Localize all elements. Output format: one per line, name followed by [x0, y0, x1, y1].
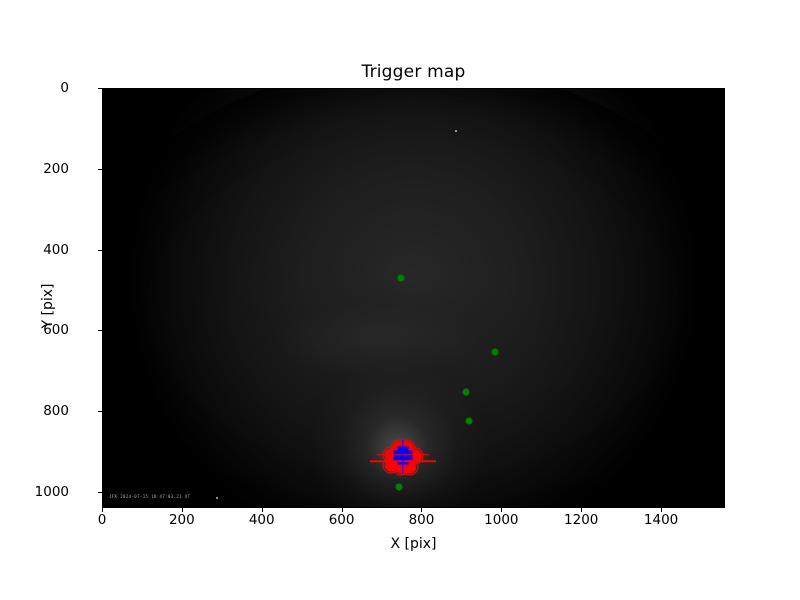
x-axis-tick — [421, 508, 423, 512]
y-axis-label: Y [pix] — [40, 283, 56, 329]
trigger-point-green — [465, 417, 473, 425]
fit-guide-line-vertical — [402, 440, 404, 475]
trigger-point-green — [397, 274, 405, 282]
y-axis-tick — [98, 491, 102, 493]
y-axis-tick — [98, 411, 102, 413]
y-axis-tick-label: 800 — [43, 403, 69, 420]
y-axis-tick-label: 600 — [43, 322, 69, 339]
y-axis-tick-label: 200 — [43, 160, 69, 177]
x-axis-tick — [501, 508, 503, 512]
x-axis-tick — [661, 508, 663, 512]
x-axis-tick — [102, 508, 103, 512]
y-axis-tick — [98, 249, 102, 251]
x-axis-tick-label: 600 — [328, 512, 355, 528]
cluster-centroid-square — [401, 450, 412, 462]
plot-axes: JFK 2024-07-15 18:47:03.21 UT — [102, 88, 725, 508]
x-axis-tick-label: 200 — [168, 512, 195, 528]
x-axis-tick-label: 0 — [97, 512, 107, 528]
x-axis-tick-label: 800 — [408, 512, 435, 528]
camera-timestamp-overlay: JFK 2024-07-15 18:47:03.21 UT — [109, 494, 191, 499]
chart-title: Trigger map — [361, 62, 466, 82]
cluster-centroid-square — [393, 450, 405, 462]
faint-star-point — [215, 496, 218, 499]
y-axis-tick — [98, 168, 102, 170]
x-axis-tick — [581, 508, 583, 512]
x-axis-tick — [181, 508, 183, 512]
x-axis-tick-label: 1200 — [564, 512, 599, 528]
y-axis-tick-label: 0 — [60, 80, 69, 96]
x-axis-tick-label: 1000 — [484, 512, 519, 528]
x-axis-tick — [261, 508, 263, 512]
faint-star-point — [455, 130, 458, 133]
trigger-point-green — [395, 483, 403, 491]
trigger-point-green — [491, 348, 499, 355]
x-axis-tick-label: 400 — [248, 512, 275, 528]
x-axis-tick-label: 1400 — [643, 512, 679, 528]
y-axis-tick-label: 400 — [43, 241, 69, 258]
y-axis-tick — [98, 88, 102, 89]
y-axis-tick — [98, 330, 102, 332]
trigger-point-green — [462, 388, 470, 396]
y-axis-tick-label: 1000 — [34, 483, 69, 500]
x-axis-tick — [341, 508, 343, 512]
bright-source-glow — [103, 89, 724, 507]
x-axis-label: X [pix] — [390, 536, 437, 552]
